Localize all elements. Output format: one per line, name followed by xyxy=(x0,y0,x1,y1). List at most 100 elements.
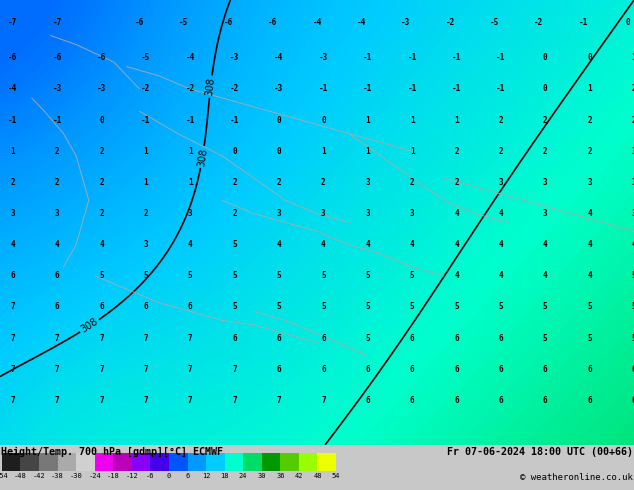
Text: 6: 6 xyxy=(365,365,370,374)
Text: -1: -1 xyxy=(496,84,505,94)
Text: 2: 2 xyxy=(55,178,60,187)
Text: 7: 7 xyxy=(10,334,15,343)
Text: 0: 0 xyxy=(276,147,281,156)
Text: 1: 1 xyxy=(143,147,148,156)
Bar xyxy=(243,453,262,471)
Text: 5: 5 xyxy=(454,302,459,312)
Text: 5: 5 xyxy=(410,271,415,280)
Text: -6: -6 xyxy=(97,53,106,62)
Text: 5: 5 xyxy=(410,302,415,312)
Bar xyxy=(318,453,336,471)
Text: -6: -6 xyxy=(135,18,144,27)
Text: 1: 1 xyxy=(10,147,15,156)
Text: 1: 1 xyxy=(410,147,415,156)
Text: 4: 4 xyxy=(587,240,592,249)
Text: 1: 1 xyxy=(631,53,634,62)
Text: 7: 7 xyxy=(10,302,15,312)
Text: 6: 6 xyxy=(498,334,503,343)
Text: 30: 30 xyxy=(257,473,266,479)
Text: 4: 4 xyxy=(498,240,503,249)
Text: 3: 3 xyxy=(365,178,370,187)
Text: 308: 308 xyxy=(196,147,209,167)
Text: 7: 7 xyxy=(321,396,326,405)
Text: 6: 6 xyxy=(185,473,190,479)
Text: 3: 3 xyxy=(587,178,592,187)
Text: 3: 3 xyxy=(410,209,415,218)
Text: -12: -12 xyxy=(126,473,138,479)
Text: 2: 2 xyxy=(631,116,634,124)
Text: 2: 2 xyxy=(498,116,503,124)
Text: 7: 7 xyxy=(188,365,193,374)
Text: -3: -3 xyxy=(319,53,328,62)
Text: 4: 4 xyxy=(276,240,281,249)
Text: 3: 3 xyxy=(631,178,634,187)
Text: 6: 6 xyxy=(587,365,592,374)
Text: 5: 5 xyxy=(587,302,592,312)
Text: 6: 6 xyxy=(410,396,415,405)
Text: 6: 6 xyxy=(631,396,634,405)
Text: -7: -7 xyxy=(53,18,61,27)
Text: 4: 4 xyxy=(454,271,459,280)
Text: 2: 2 xyxy=(454,178,459,187)
Bar xyxy=(132,453,150,471)
Text: 6: 6 xyxy=(543,365,548,374)
Text: 5: 5 xyxy=(631,271,634,280)
Text: 7: 7 xyxy=(143,365,148,374)
Text: © weatheronline.co.uk: © weatheronline.co.uk xyxy=(520,473,633,482)
Text: 5: 5 xyxy=(543,334,548,343)
Text: 2: 2 xyxy=(143,209,148,218)
Text: 5: 5 xyxy=(232,271,237,280)
Bar xyxy=(262,453,280,471)
Text: 6: 6 xyxy=(321,334,326,343)
Text: 6: 6 xyxy=(365,396,370,405)
Text: 7: 7 xyxy=(55,396,60,405)
Text: 2: 2 xyxy=(410,178,415,187)
Text: 6: 6 xyxy=(55,271,60,280)
Text: -54: -54 xyxy=(0,473,8,479)
Text: 2: 2 xyxy=(232,209,237,218)
Text: 54: 54 xyxy=(332,473,340,479)
Text: 0: 0 xyxy=(625,18,630,27)
Text: 4: 4 xyxy=(543,271,548,280)
Text: 2: 2 xyxy=(498,147,503,156)
Text: 4: 4 xyxy=(454,209,459,218)
Text: 3: 3 xyxy=(321,209,326,218)
Text: 3: 3 xyxy=(498,178,503,187)
Text: -1: -1 xyxy=(579,18,588,27)
Text: -4: -4 xyxy=(186,53,195,62)
Text: 4: 4 xyxy=(543,240,548,249)
Text: 2: 2 xyxy=(232,178,237,187)
Text: -2: -2 xyxy=(186,84,195,94)
Bar xyxy=(39,453,58,471)
Text: 6: 6 xyxy=(543,396,548,405)
Text: 7: 7 xyxy=(232,396,237,405)
Bar xyxy=(76,453,94,471)
Text: 3: 3 xyxy=(143,240,148,249)
Text: 2: 2 xyxy=(55,147,60,156)
Text: -48: -48 xyxy=(14,473,27,479)
Text: 7: 7 xyxy=(10,365,15,374)
Text: Height/Temp. 700 hPa [gdmp][°C] ECMWF: Height/Temp. 700 hPa [gdmp][°C] ECMWF xyxy=(1,447,223,458)
Text: -30: -30 xyxy=(70,473,82,479)
Text: 3: 3 xyxy=(55,209,60,218)
Text: -5: -5 xyxy=(490,18,499,27)
Text: 4: 4 xyxy=(587,209,592,218)
Text: 7: 7 xyxy=(276,396,281,405)
Text: 4: 4 xyxy=(365,240,370,249)
Text: 5: 5 xyxy=(143,271,148,280)
Text: -2: -2 xyxy=(141,84,150,94)
Bar xyxy=(150,453,169,471)
Text: 1: 1 xyxy=(454,116,459,124)
Text: -38: -38 xyxy=(51,473,64,479)
Text: 5: 5 xyxy=(498,302,503,312)
Bar xyxy=(2,453,20,471)
Text: 308: 308 xyxy=(205,77,217,97)
Text: 5: 5 xyxy=(365,334,370,343)
Text: -1: -1 xyxy=(408,53,417,62)
Text: -1: -1 xyxy=(363,53,372,62)
Text: 4: 4 xyxy=(587,271,592,280)
Text: 5: 5 xyxy=(321,302,326,312)
Text: 4: 4 xyxy=(631,240,634,249)
Text: 3: 3 xyxy=(543,209,548,218)
Bar xyxy=(299,453,318,471)
